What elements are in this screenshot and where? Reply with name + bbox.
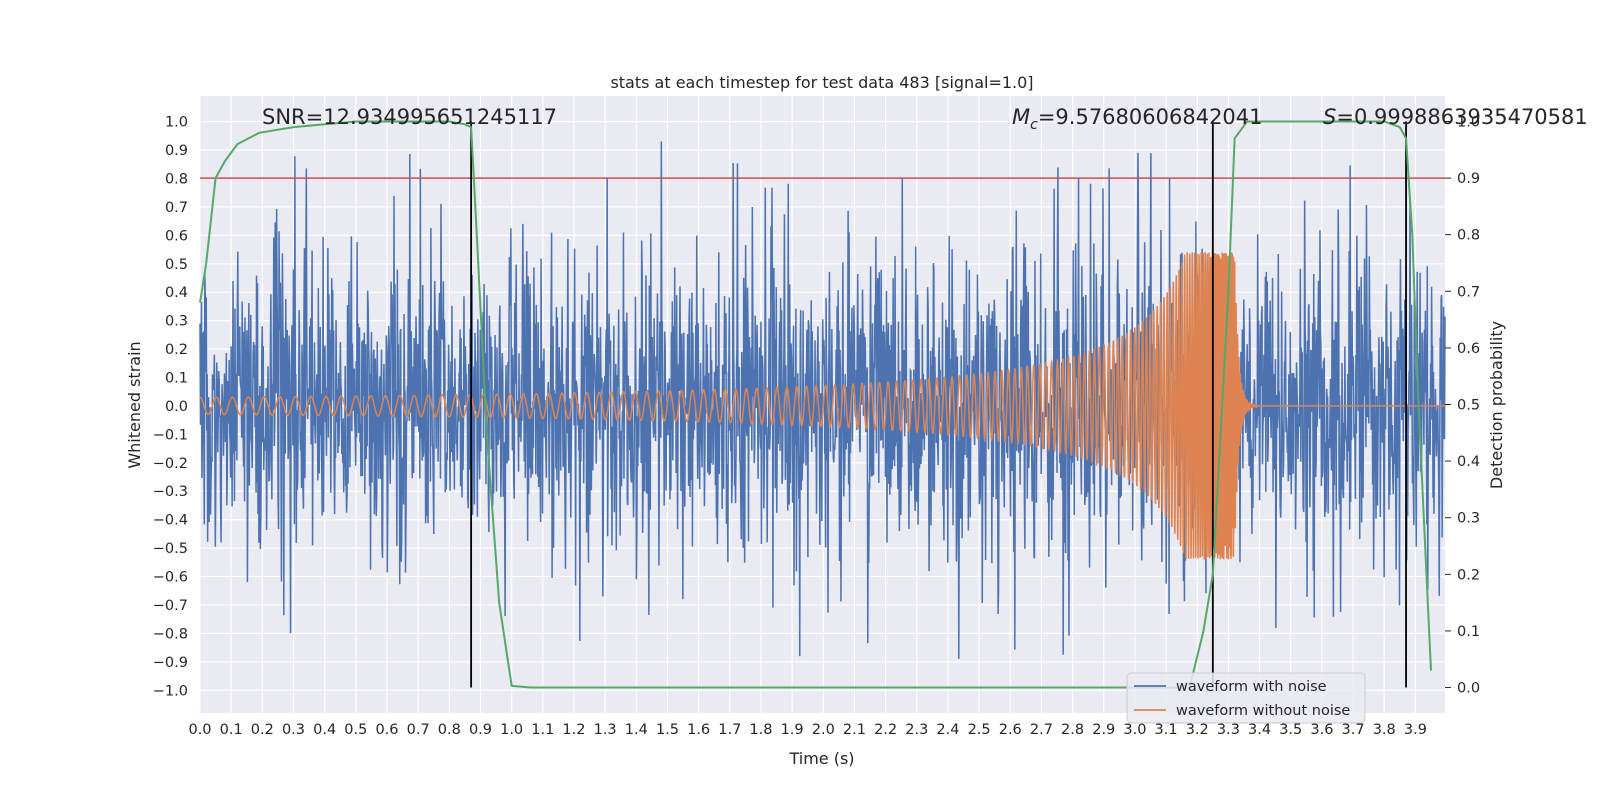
y-tick-label: −0.7 xyxy=(153,598,188,614)
chirp-mass-annotation: Mc=9.57680606842041 xyxy=(1012,105,1263,133)
x-tick-label: 0.2 xyxy=(251,722,274,738)
y-tick-label: −0.6 xyxy=(153,570,188,586)
chirp-trace xyxy=(199,252,1445,560)
legend-label-with-noise: waveform with noise xyxy=(1176,679,1327,695)
x-tick-label: 3.1 xyxy=(1155,722,1178,738)
chirp-mass-value: =9.57680606842041 xyxy=(1038,105,1263,129)
y-tick-label: −0.5 xyxy=(153,541,188,557)
score-symbol: S xyxy=(1323,105,1336,129)
x-tick-label: 0.9 xyxy=(469,722,492,738)
chirp-mass-subscript: c xyxy=(1030,117,1038,133)
score-value: =0.9998863935470581 xyxy=(1336,105,1587,129)
y-tick-label: 0.6 xyxy=(165,228,188,244)
legend-frame xyxy=(1126,672,1366,724)
detection-probability-line xyxy=(199,120,1432,689)
y-tick-label: 0.9 xyxy=(165,143,188,159)
x-tick-label: 1.3 xyxy=(594,722,617,738)
y2-tick-label: 0.1 xyxy=(1457,624,1480,640)
y-tick-label: 0.8 xyxy=(165,171,188,187)
x-tick-label: 2.4 xyxy=(936,722,959,738)
x-tick-label: 0.8 xyxy=(438,722,461,738)
x-tick-label: 2.6 xyxy=(999,722,1022,738)
y-tick-label: −1.0 xyxy=(153,683,188,699)
chart-title: stats at each timestep for test data 483… xyxy=(610,73,1033,92)
x-tick-label: 3.9 xyxy=(1404,722,1427,738)
y-tick-label: −0.3 xyxy=(153,484,188,500)
x-tick-label: 3.2 xyxy=(1186,722,1209,738)
y-tick-label: 0.1 xyxy=(165,370,188,386)
x-tick-label: 1.0 xyxy=(500,722,523,738)
y-tick-label: 0.0 xyxy=(165,399,188,415)
x-tick-label: 1.8 xyxy=(749,722,772,738)
y-tick-label: −0.2 xyxy=(153,456,188,472)
y-tick-label: −0.9 xyxy=(153,655,188,671)
y2-tick-label: 0.3 xyxy=(1457,511,1480,527)
y-tick-label: 0.2 xyxy=(165,342,188,358)
x-tick-label: 2.8 xyxy=(1061,722,1084,738)
x-tick-label: 3.4 xyxy=(1248,722,1271,738)
x-tick-label: 0.3 xyxy=(282,722,305,738)
x-tick-label: 0.5 xyxy=(344,722,367,738)
x-tick-label: 0.6 xyxy=(375,722,398,738)
x-tick-label: 0.0 xyxy=(188,722,211,738)
score-annotation: S=0.9998863935470581 xyxy=(1323,105,1588,129)
y-tick-label: 0.7 xyxy=(165,200,188,216)
y2-tick-label: 0.0 xyxy=(1457,681,1480,697)
y2-tick-label: 0.5 xyxy=(1457,398,1480,414)
y2-axis-label: Detection probability xyxy=(1487,321,1506,489)
series-detection-probability xyxy=(199,120,1432,689)
tick-labels: 0.0 0.1 0.2 0.3 0.4 0.5 0.6 0.7 0.8 0.9 1.0 1.1 1.2 1… xyxy=(153,114,1480,738)
x-tick-label: 1.2 xyxy=(562,722,585,738)
y-tick-label: 0.5 xyxy=(165,257,188,273)
x-tick-label: 1.5 xyxy=(656,722,679,738)
legend: waveform with noise waveform without noi… xyxy=(1126,672,1366,724)
y2-tick-label: 0.7 xyxy=(1457,284,1480,300)
y-tick-label: −0.8 xyxy=(153,626,188,642)
x-tick-label: 2.1 xyxy=(843,722,866,738)
x-tick-label: 1.1 xyxy=(531,722,554,738)
y2-tick-label: 0.9 xyxy=(1457,171,1480,187)
x-tick-label: 3.0 xyxy=(1123,722,1146,738)
x-tick-label: 2.7 xyxy=(1030,722,1053,738)
x-tick-label: 0.4 xyxy=(313,722,336,738)
x-tick-label: 2.9 xyxy=(1092,722,1115,738)
x-tick-label: 1.7 xyxy=(718,722,741,738)
y2-tick-label: 0.2 xyxy=(1457,567,1480,583)
x-tick-label: 3.3 xyxy=(1217,722,1240,738)
x-tick-label: 0.7 xyxy=(407,722,430,738)
x-tick-label: 3.5 xyxy=(1279,722,1302,738)
x-tick-label: 3.8 xyxy=(1373,722,1396,738)
legend-label-without-noise: waveform without noise xyxy=(1176,703,1350,719)
x-tick-label: 2.3 xyxy=(905,722,928,738)
x-tick-label: 2.5 xyxy=(968,722,991,738)
y2-tick-label: 0.8 xyxy=(1457,228,1480,244)
x-tick-label: 1.6 xyxy=(687,722,710,738)
y2-tick-label: 1.0 xyxy=(1457,114,1480,130)
x-tick-label: 3.7 xyxy=(1342,722,1365,738)
chirp-mass-symbol: M xyxy=(1012,105,1030,129)
y-tick-label: 1.0 xyxy=(165,115,188,131)
x-tick-label: 2.2 xyxy=(874,722,897,738)
y2-tick-label: 0.4 xyxy=(1457,454,1480,470)
x-tick-label: 0.1 xyxy=(220,722,243,738)
x-tick-label: 1.4 xyxy=(625,722,648,738)
x-tick-label: 3.6 xyxy=(1310,722,1333,738)
y-tick-label: 0.4 xyxy=(165,285,188,301)
series-waveform-without-noise xyxy=(199,252,1445,560)
y-axis-label: Whitened strain xyxy=(125,341,144,468)
vertical-markers xyxy=(200,121,1445,688)
y-tick-label: 0.3 xyxy=(165,314,188,330)
y2-tick-label: 0.6 xyxy=(1457,341,1480,357)
y-tick-label: −0.1 xyxy=(153,427,188,443)
x-axis-label: Time (s) xyxy=(788,749,854,768)
snr-annotation: SNR=12.934995651245117 xyxy=(262,105,557,129)
x-tick-label: 1.9 xyxy=(781,722,804,738)
y-tick-label: −0.4 xyxy=(153,513,188,529)
x-tick-label: 2.0 xyxy=(812,722,835,738)
